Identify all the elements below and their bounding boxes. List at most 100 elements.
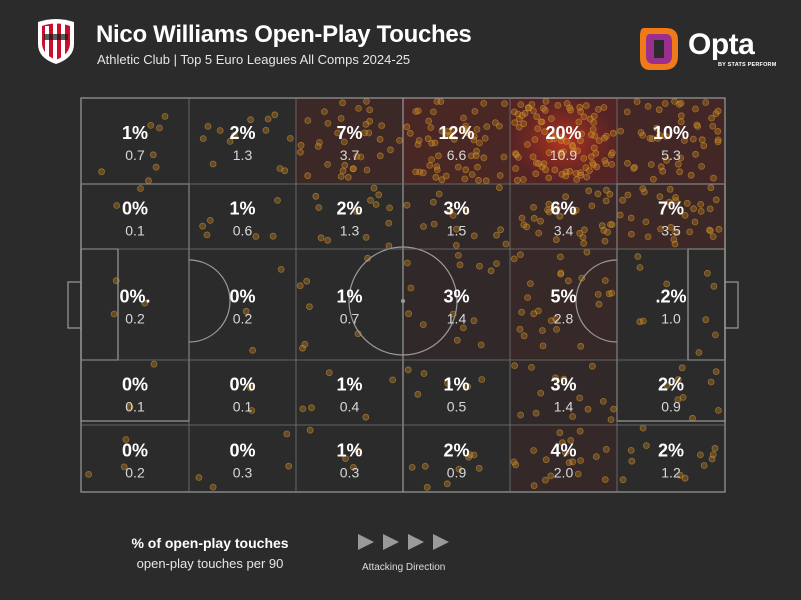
touch-dot <box>386 204 394 212</box>
touch-dot <box>567 436 575 444</box>
touch-dot <box>689 414 696 422</box>
touch-dot <box>704 269 711 277</box>
touch-dot <box>577 342 585 350</box>
touch-dot <box>431 139 439 147</box>
touch-dot <box>372 201 380 208</box>
touch-dot <box>296 282 304 290</box>
zone-per90-label: 0.6 <box>233 223 253 239</box>
touch-dot <box>141 299 149 307</box>
touch-dot <box>533 113 541 121</box>
touch-dot <box>537 118 545 126</box>
touch-dot <box>271 111 279 119</box>
touch-dot <box>586 167 593 175</box>
zone-per90-label: 1.4 <box>554 399 574 415</box>
zone-heat-fill <box>510 249 617 360</box>
touch-dot <box>677 112 685 120</box>
touch-dot <box>714 138 722 146</box>
touch-dot <box>557 149 565 157</box>
touch-dot <box>452 241 460 249</box>
touch-dot <box>697 200 705 208</box>
touch-dot <box>656 193 664 201</box>
touch-dot <box>641 188 648 196</box>
zone-per90-label: 3.5 <box>661 223 681 239</box>
right-penalty-arc <box>575 259 618 343</box>
touch-dot <box>573 176 580 183</box>
touch-dot <box>712 110 720 117</box>
touch-dot <box>545 208 553 216</box>
touch-dot <box>590 112 598 120</box>
touch-dot <box>643 442 650 450</box>
touch-dot <box>565 277 572 285</box>
touch-dot <box>650 175 657 183</box>
touch-dot <box>530 107 537 115</box>
touch-dot <box>412 108 420 115</box>
touch-dot <box>315 139 323 146</box>
touch-dot <box>248 407 256 414</box>
touch-dot <box>601 476 609 484</box>
touch-dot <box>616 211 624 219</box>
touch-dot <box>126 403 134 411</box>
touch-dot <box>546 135 553 143</box>
brand-subtitle: BY STATS PERFORM <box>718 62 777 68</box>
touch-dot <box>454 163 462 171</box>
zone-percentage-label: 2% <box>658 441 684 461</box>
touch-dot <box>355 105 362 112</box>
touch-dot <box>600 104 608 111</box>
touch-dot <box>600 226 608 234</box>
touch-dot <box>195 474 203 481</box>
touch-dot <box>145 177 152 185</box>
touch-dot <box>303 277 311 285</box>
zone-per90-label: 1.5 <box>447 223 467 239</box>
touch-dot <box>594 290 602 298</box>
touch-dot <box>423 483 431 491</box>
touch-dot <box>155 124 163 132</box>
touch-dot <box>702 99 710 106</box>
chart-subtitle: Athletic Club | Top 5 Euro Leagues All C… <box>97 52 411 67</box>
touch-dot <box>580 239 588 247</box>
touch-dot <box>691 218 699 226</box>
touch-dot <box>426 161 434 169</box>
touch-dot <box>672 193 679 201</box>
touch-dot <box>415 137 423 144</box>
touch-dot <box>582 102 590 109</box>
touch-dot <box>98 168 105 176</box>
touch-dot <box>707 378 715 386</box>
touch-dot <box>709 122 717 130</box>
touch-dot <box>301 340 309 348</box>
touch-dot <box>628 457 636 465</box>
touch-dot <box>574 147 581 155</box>
touch-dot <box>657 225 664 233</box>
touch-dot <box>569 413 576 420</box>
touch-dot <box>428 156 436 164</box>
touch-dot <box>405 310 413 318</box>
right-six-yard-box <box>687 248 726 361</box>
touch-dot <box>149 151 157 159</box>
touch-dot <box>462 166 470 174</box>
zone-percentage-label: 0% <box>229 375 255 395</box>
touch-dot <box>601 277 609 284</box>
zone-percentage-label: 6% <box>550 199 576 219</box>
touch-dot <box>515 123 523 131</box>
touch-dot <box>604 228 611 236</box>
zone-per90-label: 0.5 <box>447 399 467 415</box>
touch-dot <box>709 451 717 459</box>
touch-dot <box>147 122 155 129</box>
touch-dot <box>580 154 588 162</box>
touch-dot <box>493 231 500 239</box>
touch-dot <box>683 199 691 207</box>
touch-dot <box>603 132 610 140</box>
touch-dot <box>581 226 588 234</box>
touch-dot <box>264 115 272 123</box>
touch-dot <box>608 160 616 168</box>
touch-dot <box>601 237 609 245</box>
left-penalty-arc <box>188 259 231 343</box>
opta-logo-icon <box>640 28 678 70</box>
touch-dot <box>514 176 521 184</box>
touch-dot <box>122 436 130 443</box>
touch-dot <box>110 310 118 318</box>
touch-dot <box>493 260 500 268</box>
touch-dot <box>557 253 564 261</box>
touch-dot <box>206 216 214 224</box>
touch-dot <box>687 171 695 179</box>
touch-dot <box>495 184 503 192</box>
